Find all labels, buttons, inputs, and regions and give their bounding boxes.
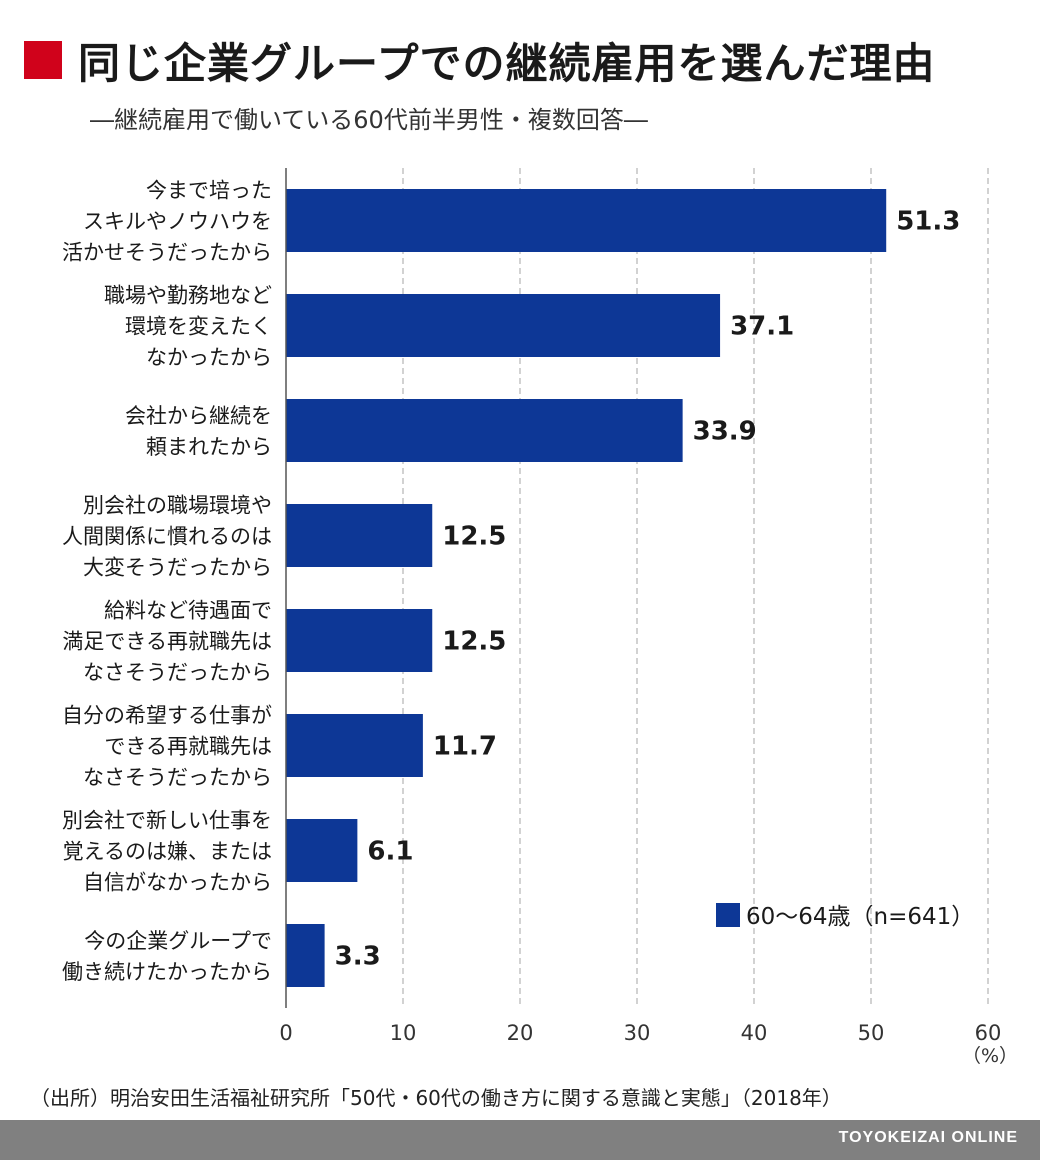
value-label: 12.5 [442, 522, 506, 552]
legend-label: 60〜64歳（n=641） [746, 904, 974, 930]
x-tick-label: 30 [624, 1021, 651, 1045]
category-label: なさそうだったから [83, 766, 272, 790]
category-label: 活かせそうだったから [62, 241, 272, 265]
title-row: 同じ企業グループでの継続雇用を選んだ理由 [24, 30, 935, 90]
x-tick-label: 40 [741, 1021, 768, 1045]
bar [286, 609, 433, 672]
category-label: 自信がなかったから [83, 871, 272, 895]
bar [286, 189, 887, 252]
category-label: 働き続けたかったから [62, 960, 272, 984]
category-label: 今の企業グループで [84, 929, 272, 953]
source-note: （出所）明治安田生活福祉研究所「50代・60代の働き方に関する意識と実態」（20… [30, 1086, 842, 1110]
value-label: 33.9 [693, 417, 757, 447]
category-label: 環境を変えたく [125, 315, 272, 339]
value-label: 12.5 [442, 627, 506, 657]
value-label: 11.7 [433, 732, 497, 762]
category-label: 給料など待遇面で [104, 599, 272, 623]
value-label: 3.3 [335, 942, 381, 972]
title-marker [24, 41, 62, 79]
x-tick-label: 0 [279, 1021, 292, 1045]
legend-swatch [716, 903, 740, 927]
bar [286, 819, 358, 882]
value-label: 6.1 [367, 837, 413, 867]
category-label: 職場や勤務地など [104, 284, 272, 308]
category-label: 別会社の職場環境や [83, 494, 272, 518]
chart-subtitle: ―継続雇用で働いている60代前半男性・複数回答― [90, 106, 648, 134]
category-label: 会社から継続を [125, 404, 272, 428]
footer-bar: TOYOKEIZAI ONLINE [0, 1120, 1040, 1160]
value-label: 51.3 [896, 207, 960, 237]
category-label: 大変そうだったから [83, 556, 272, 580]
category-label: 今まで培った [146, 179, 272, 203]
x-tick-label: 60 [975, 1021, 1002, 1045]
bar [286, 924, 325, 987]
category-label: なかったから [146, 346, 272, 370]
category-label: 別会社で新しい仕事を [62, 809, 272, 833]
category-label: スキルやノウハウを [83, 210, 272, 234]
category-label: できる再就職先は [104, 735, 272, 759]
category-label: 満足できる再就職先は [62, 630, 272, 654]
bar [286, 504, 433, 567]
value-label: 37.1 [730, 312, 794, 342]
x-tick-label: 20 [507, 1021, 534, 1045]
bar [286, 399, 683, 462]
category-label: 頼まれたから [146, 435, 272, 459]
brand-label: TOYOKEIZAI ONLINE [838, 1129, 1018, 1146]
x-unit-label: （%） [962, 1045, 1018, 1067]
category-label: 自分の希望する仕事が [62, 704, 272, 728]
x-tick-label: 50 [858, 1021, 885, 1045]
bar [286, 294, 721, 357]
category-label: なさそうだったから [83, 661, 272, 685]
bar [286, 714, 423, 777]
category-label: 人間関係に慣れるのは [62, 525, 272, 549]
x-tick-label: 10 [390, 1021, 417, 1045]
chart-title: 同じ企業グループでの継続雇用を選んだ理由 [78, 38, 936, 88]
category-label: 覚えるのは嫌、または [63, 840, 272, 864]
